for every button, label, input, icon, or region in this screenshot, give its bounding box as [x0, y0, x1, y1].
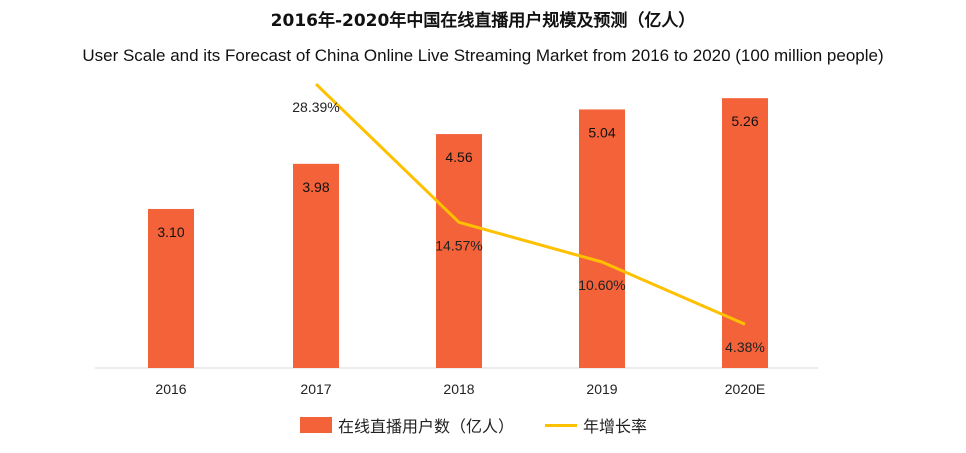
- rate-value-label: 14.57%: [435, 237, 482, 253]
- bar-2018: [436, 134, 482, 368]
- bar-2020E: [722, 98, 768, 369]
- legend-item-bars: 在线直播用户数（亿人）: [300, 413, 514, 437]
- x-tick-label: 2017: [300, 381, 331, 397]
- bar-value-label: 4.56: [445, 149, 472, 165]
- rate-value-label: 10.60%: [578, 277, 625, 293]
- chart-subtitle: User Scale and its Forecast of China Onl…: [82, 46, 884, 65]
- rate-value-label: 4.38%: [725, 339, 765, 355]
- legend-bar-swatch: [300, 417, 332, 433]
- legend-line-swatch: [545, 423, 577, 427]
- bar-series: 3.10 3.98 4.56 5.04 5.26: [148, 98, 768, 369]
- x-axis-ticks: 2016 2017 2018 2019 2020E: [155, 381, 765, 397]
- bar-value-label: 5.26: [731, 113, 758, 129]
- legend-item-line: 年增长率: [545, 413, 647, 437]
- bar-2016: [148, 208, 194, 368]
- bar-2019: [579, 109, 625, 368]
- legend-line-label: 年增长率: [583, 417, 648, 436]
- rate-value-label: 28.39%: [292, 99, 339, 115]
- legend: 在线直播用户数（亿人） 年增长率: [0, 413, 966, 437]
- x-tick-label: 2016: [155, 381, 186, 397]
- x-tick-label: 2018: [443, 381, 474, 397]
- bar-value-label: 3.98: [302, 179, 329, 195]
- legend-bar-label: 在线直播用户数（亿人）: [338, 417, 515, 436]
- bar-value-label: 5.04: [588, 124, 615, 140]
- chart-title: 2016年-2020年中国在线直播用户规模及预测（亿人）: [270, 11, 696, 31]
- bar-value-label: 3.10: [157, 224, 184, 240]
- bar-2017: [293, 163, 339, 368]
- x-tick-label: 2019: [586, 381, 617, 397]
- line-series: 28.39% 14.57% 10.60% 4.38%: [292, 83, 765, 355]
- growth-rate-line: [314, 83, 746, 326]
- x-tick-label: 2020E: [725, 381, 765, 397]
